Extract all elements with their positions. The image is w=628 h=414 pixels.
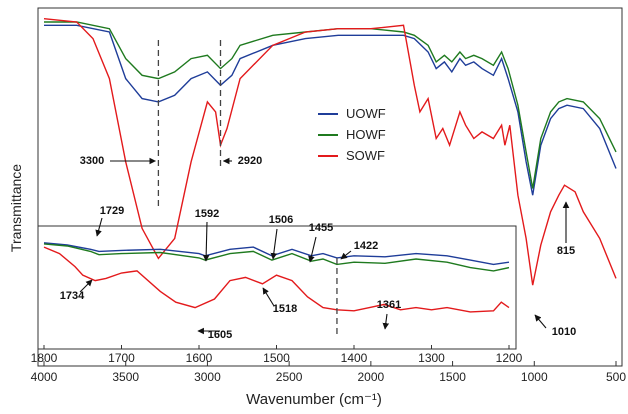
annotation-arrow-1422 (340, 250, 352, 260)
inset-line-uowf (43, 242, 510, 266)
annotations: 3300 2920 1010 815 1729 1592 1506 1455 1422 1734 1… (60, 155, 576, 341)
annotation-arrow-1361 (382, 313, 390, 330)
annotation-arrow-1455 (308, 236, 317, 263)
inset-x-tick-label: 1400 (341, 351, 368, 365)
legend-label-sowf: SOWF (346, 148, 385, 163)
annotation-arrow-1734 (79, 279, 93, 293)
legend-swatch-uowf (318, 112, 338, 115)
annotation-1518: 1518 (273, 303, 297, 315)
annotation-arrow-1010 (534, 314, 547, 329)
annotation-3300: 3300 (80, 155, 104, 167)
annotation-1422: 1422 (354, 240, 378, 252)
main-line-howf (44, 21, 617, 189)
main-x-ticks: 4000 3500 3000 2500 2000 1500 1000 500 (31, 361, 626, 384)
annotation-arrow-1518 (262, 287, 275, 307)
inset-x-tick-label: 1600 (186, 351, 213, 365)
annotation-1455: 1455 (309, 222, 333, 234)
inset-line-howf (43, 243, 510, 272)
annotation-arrow-1506 (270, 228, 278, 260)
annotation-1010: 1010 (552, 326, 576, 338)
annotation-1506: 1506 (269, 214, 293, 226)
legend-label-howf: HOWF (346, 127, 386, 142)
inset-series-group (43, 242, 510, 313)
inset-x-ticks: 1800 1700 1600 1500 1400 1300 1200 (31, 345, 523, 365)
legend-item-howf: HOWF (318, 124, 386, 145)
legend: UOWF HOWF SOWF (318, 103, 386, 166)
legend-swatch-sowf (318, 154, 338, 157)
inset-line-sowf (43, 246, 510, 313)
annotation-arrow-1592 (202, 221, 210, 262)
annotation-1734: 1734 (60, 290, 85, 302)
annotation-1605: 1605 (208, 329, 232, 341)
legend-swatch-howf (318, 133, 338, 136)
annotation-2920: 2920 (238, 155, 262, 167)
main-x-tick-label: 3500 (112, 370, 139, 384)
main-x-tick-label: 2500 (276, 370, 303, 384)
legend-item-sowf: SOWF (318, 145, 386, 166)
annotation-1729: 1729 (100, 205, 124, 217)
dashed-guides (157, 40, 338, 334)
main-x-tick-label: 500 (606, 370, 626, 384)
main-plot-frame (37, 7, 623, 367)
annotation-arrow-1729 (95, 217, 103, 237)
annotation-1592: 1592 (195, 208, 219, 220)
main-x-tick-label: 4000 (31, 370, 58, 384)
legend-item-uowf: UOWF (318, 103, 386, 124)
main-line-uowf (44, 24, 617, 196)
main-series-group (43, 18, 617, 286)
y-axis-label: Transmittance (8, 163, 24, 253)
inset-plot-frame (37, 225, 517, 350)
main-x-tick-label: 1000 (521, 370, 548, 384)
inset-x-tick-label: 1500 (263, 351, 290, 365)
inset-x-tick-label: 1200 (496, 351, 523, 365)
inset-x-tick-label: 1300 (418, 351, 445, 365)
main-x-tick-label: 2000 (358, 370, 385, 384)
main-line-sowf (43, 18, 617, 286)
x-axis-label: Wavenumber (cm⁻¹) (246, 391, 382, 408)
main-x-tick-label: 3000 (194, 370, 221, 384)
main-x-tick-label: 1500 (439, 370, 466, 384)
inset-x-tick-label: 1700 (108, 351, 135, 365)
inset-x-tick-label: 1800 (31, 351, 58, 365)
annotation-1361: 1361 (377, 299, 401, 311)
annotation-815: 815 (557, 245, 575, 257)
legend-label-uowf: UOWF (346, 106, 386, 121)
